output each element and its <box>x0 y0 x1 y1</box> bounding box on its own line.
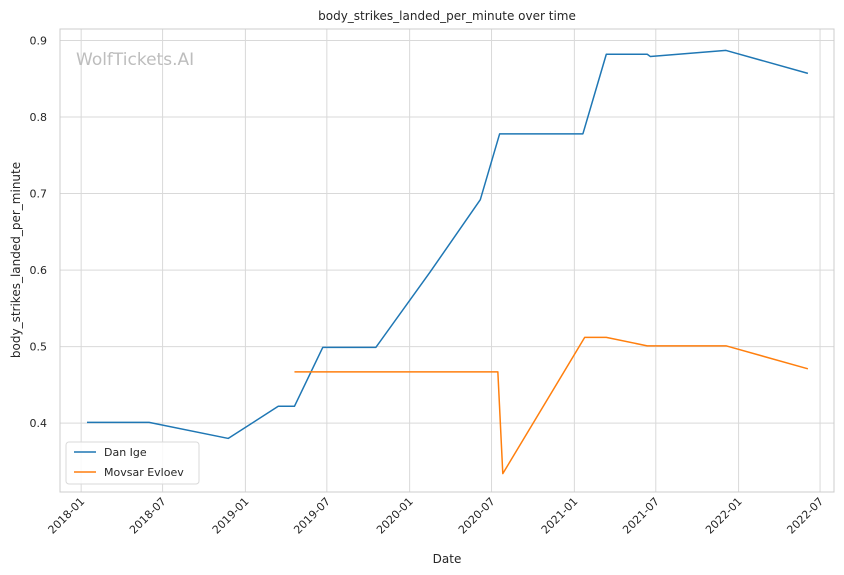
y-tick-label: 0.6 <box>30 264 48 277</box>
y-axis-ticks: 0.4 0.5 0.6 0.7 0.8 0.9 <box>30 34 48 430</box>
y-tick-label: 0.9 <box>30 34 48 47</box>
watermark: WolfTickets.AI <box>76 50 194 70</box>
x-axis-label: Date <box>433 552 462 566</box>
legend-label-movsar-evloev: Movsar Evloev <box>104 466 184 479</box>
series-layer <box>87 49 809 475</box>
legend-label-dan-ige: Dan Ige <box>104 446 147 459</box>
y-tick-label: 0.5 <box>30 341 48 354</box>
plot-frame <box>59 28 835 493</box>
series-line-dan-ige <box>87 49 809 440</box>
legend: Dan Ige Movsar Evloev <box>65 441 200 485</box>
grid <box>60 29 834 492</box>
legend-box <box>65 441 200 485</box>
y-tick-label: 0.4 <box>30 417 48 430</box>
y-axis-label: body_strikes_landed_per_minute <box>9 162 23 358</box>
series-line-movsar-evloev <box>294 336 809 475</box>
y-tick-label: 0.8 <box>30 111 48 124</box>
y-tick-label: 0.7 <box>30 188 48 201</box>
chart-title: body_strikes_landed_per_minute over time <box>318 9 576 23</box>
